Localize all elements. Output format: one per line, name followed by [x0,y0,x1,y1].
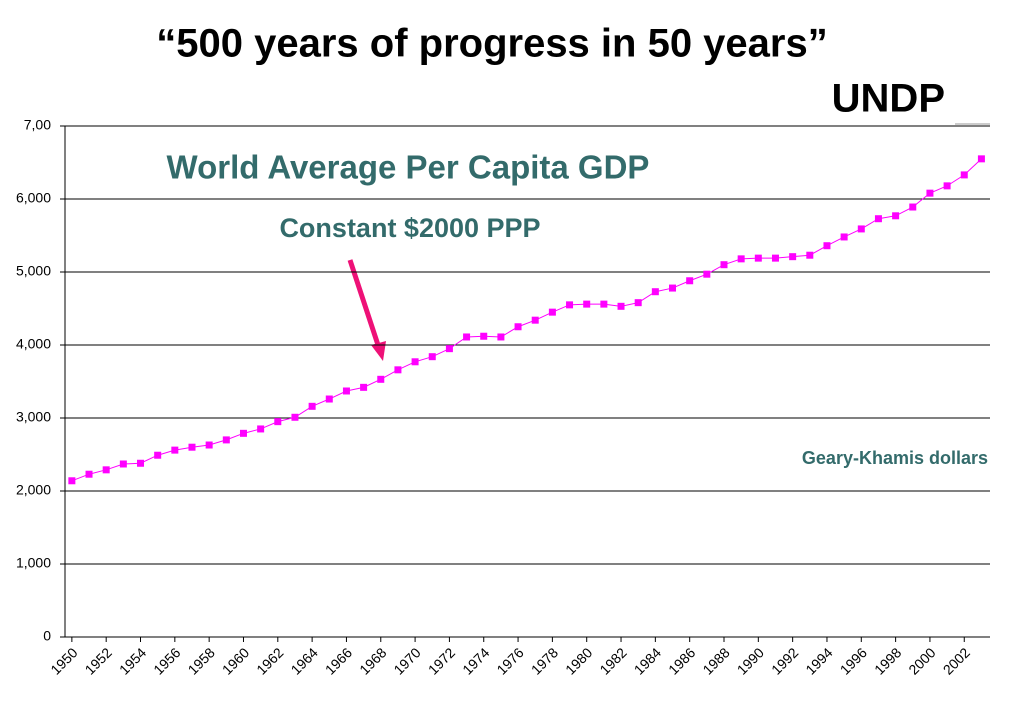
point [360,383,368,391]
point [531,316,539,324]
point [789,253,797,261]
x-tick-label: 1956 [150,644,183,677]
point [754,254,762,262]
point [686,277,694,285]
y-tick-label: 5,000 [16,263,51,279]
point [325,395,333,403]
point [771,254,779,262]
x-tick-label: 1984 [631,644,664,677]
x-tick-label: 1982 [596,644,629,677]
annotation: Constant $2000 PPP [279,213,540,243]
chart-title: “500 years of progress in 50 years” [156,22,827,66]
source: UNDP [832,77,945,121]
point [411,358,419,366]
point [977,155,985,163]
point [566,301,574,309]
point [892,212,900,220]
point [85,470,93,478]
y-tick-label: 3,000 [16,409,51,425]
y-tick-label: 6,000 [16,190,51,206]
x-tick-label: 1966 [322,644,355,677]
x-tick-label: 2000 [905,644,938,677]
point [617,302,625,310]
point [806,251,814,259]
x-tick-label: 1990 [734,644,767,677]
point [720,261,728,269]
series-line [71,158,982,482]
point [137,459,145,467]
point [514,323,522,331]
point [68,477,76,485]
point [703,270,711,278]
point [634,299,642,307]
point [480,332,488,340]
point [823,242,831,250]
point [257,425,265,433]
x-tick-label: 1950 [47,644,80,677]
point [428,353,436,361]
y-tick-label: 1,000 [16,555,51,571]
point [119,460,127,468]
point [308,402,316,410]
x-tick-label: 1976 [493,644,526,677]
point [171,446,179,454]
unit-note: Geary-Khamis dollars [802,448,988,468]
point [274,418,282,426]
point [737,255,745,263]
point [222,436,230,444]
x-tick-label: 1968 [356,644,389,677]
subtitle: World Average Per Capita GDP [167,149,650,186]
x-tick-label: 1970 [390,644,423,677]
point [840,233,848,241]
y-tick-label: 2,000 [16,482,51,498]
point [463,333,471,341]
point [600,300,608,308]
point [960,171,968,179]
y-tick-label: 0 [43,628,51,644]
x-tick-label: 2002 [940,644,973,677]
x-tick-label: 1996 [837,644,870,677]
point [154,451,162,459]
point [909,203,917,211]
point [239,429,247,437]
y-tick-label: 7,00 [24,117,51,133]
x-tick-label: 1960 [219,644,252,677]
point [497,333,505,341]
point [394,366,402,374]
point [943,182,951,190]
point [445,345,453,353]
x-tick-label: 1962 [253,644,286,677]
x-tick-label: 1952 [82,644,115,677]
point [102,466,110,474]
x-tick-label: 1978 [528,644,561,677]
x-tick-label: 1954 [116,644,149,677]
y-tick-label: 4,000 [16,336,51,352]
x-tick-label: 1994 [802,644,835,677]
point [342,387,350,395]
point [651,288,659,296]
point [669,284,677,292]
point [926,189,934,197]
x-tick-label: 1992 [768,644,801,677]
x-tick-label: 1958 [185,644,218,677]
x-tick-label: 1988 [699,644,732,677]
point [291,413,299,421]
arrow [347,259,386,361]
point [874,215,882,223]
x-tick-label: 1974 [459,644,492,677]
x-tick-label: 1986 [665,644,698,677]
x-tick-label: 1998 [871,644,904,677]
x-tick-label: 1972 [425,644,458,677]
x-tick-label: 1964 [288,644,321,677]
point [857,225,865,233]
x-tick-label: 1980 [562,644,595,677]
point [188,443,196,451]
point [205,441,213,449]
point [377,375,385,383]
point [548,308,556,316]
point [583,300,591,308]
